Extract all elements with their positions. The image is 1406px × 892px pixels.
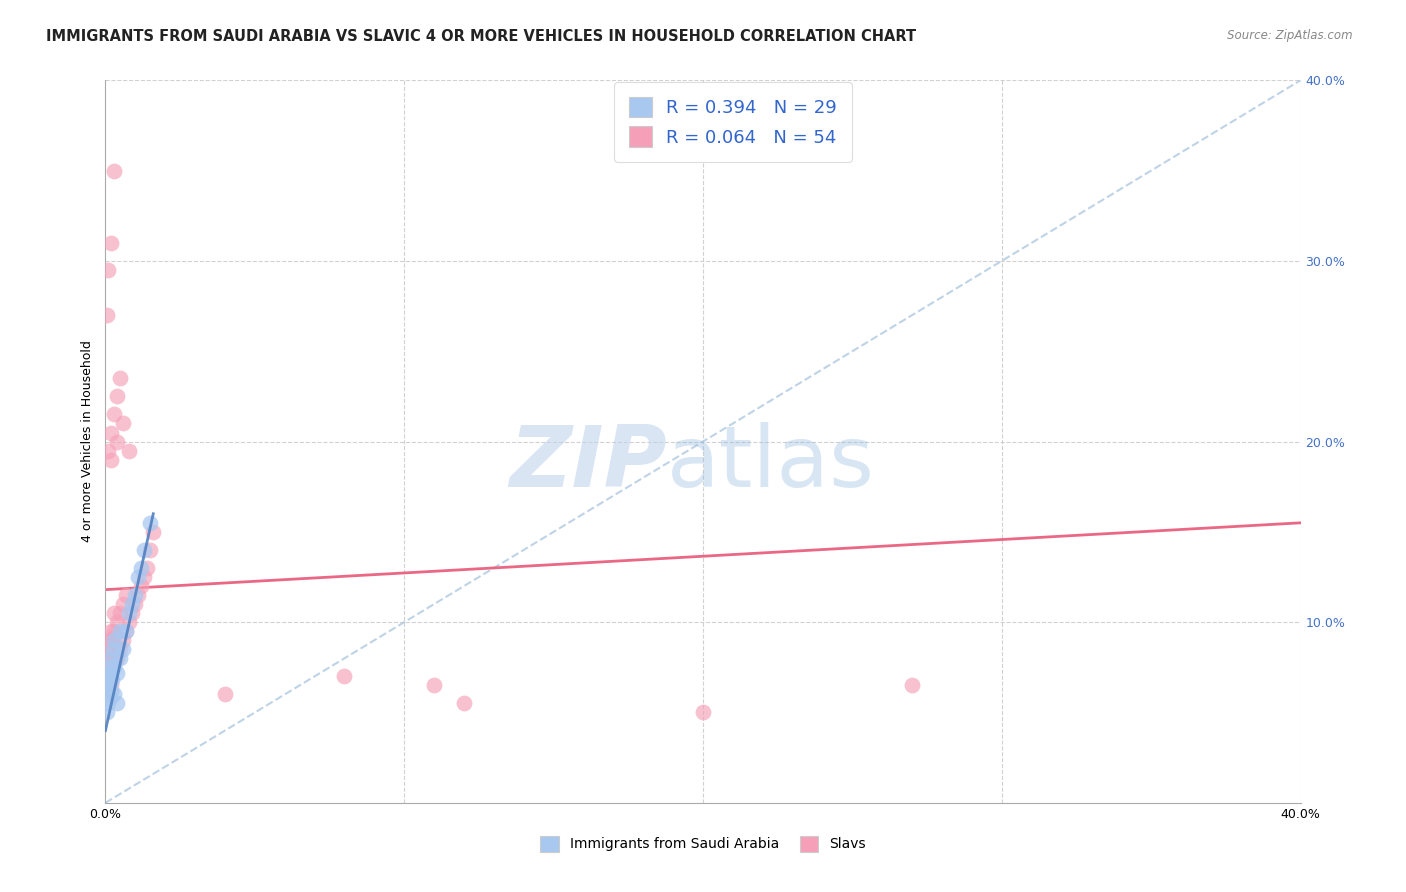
Point <box>100 624 122 639</box>
Point <box>423 678 446 692</box>
Point <box>107 434 129 449</box>
Point <box>101 673 124 687</box>
Point <box>118 615 141 630</box>
Point <box>129 579 153 593</box>
Point <box>98 673 121 687</box>
Point <box>103 633 125 648</box>
Point <box>97 687 120 701</box>
Point <box>98 665 121 680</box>
Point <box>100 651 122 665</box>
Point <box>96 678 118 692</box>
Point <box>100 660 122 674</box>
Point <box>97 678 120 692</box>
Point <box>103 606 125 620</box>
Point <box>98 669 121 683</box>
Point <box>214 687 236 701</box>
Point <box>97 669 120 683</box>
Point <box>98 691 121 706</box>
Point <box>127 570 149 584</box>
Point <box>107 389 129 403</box>
Point <box>110 651 132 665</box>
Legend: Immigrants from Saudi Arabia, Slavs: Immigrants from Saudi Arabia, Slavs <box>534 830 872 857</box>
Point <box>453 697 475 711</box>
Point <box>115 624 138 639</box>
Point <box>98 642 121 657</box>
Text: IMMIGRANTS FROM SAUDI ARABIA VS SLAVIC 4 OR MORE VEHICLES IN HOUSEHOLD CORRELATI: IMMIGRANTS FROM SAUDI ARABIA VS SLAVIC 4… <box>46 29 917 44</box>
Point <box>115 588 138 602</box>
Point <box>101 642 124 657</box>
Point <box>103 655 125 669</box>
Point <box>129 561 153 575</box>
Point <box>100 683 122 698</box>
Point <box>97 443 120 458</box>
Point <box>333 669 356 683</box>
Point <box>100 425 122 440</box>
Point <box>110 624 132 639</box>
Point <box>100 452 122 467</box>
Point <box>103 163 125 178</box>
Point <box>97 651 120 665</box>
Point <box>101 630 124 644</box>
Point <box>97 263 120 277</box>
Text: atlas: atlas <box>666 422 875 505</box>
Point <box>110 371 132 385</box>
Point <box>107 615 129 630</box>
Point <box>100 660 122 674</box>
Point <box>115 624 138 639</box>
Point <box>110 606 132 620</box>
Point <box>121 606 143 620</box>
Point <box>127 588 149 602</box>
Point <box>118 443 141 458</box>
Point <box>97 697 120 711</box>
Point <box>100 651 122 665</box>
Point <box>142 524 165 539</box>
Point <box>96 687 118 701</box>
Point <box>103 624 125 639</box>
Text: Source: ZipAtlas.com: Source: ZipAtlas.com <box>1227 29 1353 42</box>
Y-axis label: 4 or more Vehicles in Household: 4 or more Vehicles in Household <box>80 341 94 542</box>
Point <box>112 633 135 648</box>
Point <box>136 561 159 575</box>
Point <box>110 642 132 657</box>
Point <box>118 606 141 620</box>
Point <box>103 687 125 701</box>
Point <box>96 308 118 322</box>
Point <box>107 697 129 711</box>
Point <box>107 651 129 665</box>
Point <box>121 597 143 611</box>
Point <box>103 408 125 422</box>
Point <box>134 542 156 557</box>
Point <box>692 706 714 720</box>
Point <box>98 665 121 680</box>
Point <box>139 542 162 557</box>
Point <box>98 673 121 687</box>
Point <box>96 706 118 720</box>
Point <box>901 678 924 692</box>
Point <box>100 678 122 692</box>
Point <box>134 570 156 584</box>
Point <box>112 597 135 611</box>
Point <box>139 516 162 530</box>
Point <box>112 642 135 657</box>
Point <box>101 637 124 651</box>
Text: ZIP: ZIP <box>509 422 666 505</box>
Point <box>107 665 129 680</box>
Point <box>103 660 125 674</box>
Point <box>97 660 120 674</box>
Point <box>124 597 146 611</box>
Point <box>98 633 121 648</box>
Point <box>124 588 146 602</box>
Point <box>100 235 122 250</box>
Point <box>112 417 135 431</box>
